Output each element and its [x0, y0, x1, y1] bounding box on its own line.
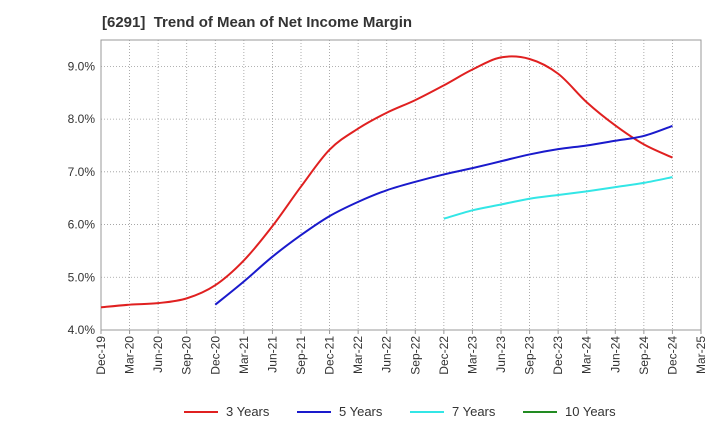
- x-tick-label: Dec-21: [323, 336, 337, 375]
- y-axis-ticks: 4.0% 5.0% 6.0% 7.0% 8.0% 9.0%: [68, 59, 96, 337]
- x-tick-label: Dec-24: [665, 336, 679, 375]
- legend-swatch: [523, 410, 557, 413]
- x-tick-label: Mar-23: [465, 336, 479, 374]
- x-tick-label: Jun-24: [608, 336, 622, 373]
- x-tick-label: Jun-23: [494, 336, 508, 373]
- y-tick-label: 8.0%: [68, 112, 96, 126]
- y-tick-label: 6.0%: [68, 218, 96, 232]
- series-line-7-years: [443, 176, 673, 220]
- x-tick-label: Mar-20: [123, 336, 137, 374]
- legend-label: 3 Years: [226, 404, 270, 419]
- chart-title: [6291] Trend of Mean of Net Income Margi…: [102, 14, 413, 31]
- y-tick-label: 9.0%: [68, 59, 96, 73]
- legend-label: 5 Years: [339, 404, 383, 419]
- legend-label: 10 Years: [565, 404, 616, 419]
- legend-swatch: [410, 410, 444, 413]
- x-tick-label: Sep-24: [637, 336, 651, 375]
- x-tick-label: Jun-20: [151, 336, 165, 373]
- x-tick-label: Sep-21: [294, 336, 308, 375]
- x-tick-label: Mar-24: [580, 336, 594, 374]
- y-tick-label: 4.0%: [68, 323, 96, 337]
- legend-swatch: [297, 410, 331, 413]
- series-line-3-years: [100, 55, 673, 309]
- legend: 3 Years 5 Years 7 Years 10 Years: [0, 404, 720, 426]
- x-tick-label: Mar-25: [694, 336, 708, 374]
- legend-label: 7 Years: [452, 404, 496, 419]
- legend-swatch: [184, 410, 218, 413]
- x-tick-label: Dec-19: [94, 336, 108, 375]
- x-tick-label: Sep-20: [180, 336, 194, 375]
- grid-lines: [101, 40, 701, 330]
- x-tick-label: Dec-23: [551, 336, 565, 375]
- legend-item: 10 Years: [523, 404, 616, 419]
- y-tick-label: 5.0%: [68, 270, 96, 284]
- series-line-5-years: [214, 125, 673, 306]
- legend-item: 5 Years: [297, 404, 382, 419]
- series-lines: [100, 55, 673, 309]
- x-tick-label: Dec-20: [208, 336, 222, 375]
- x-tick-label: Mar-21: [237, 336, 251, 374]
- legend-item: 3 Years: [184, 404, 269, 419]
- legend-item: 7 Years: [410, 404, 495, 419]
- x-tick-label: Sep-23: [523, 336, 537, 375]
- x-tick-label: Sep-22: [408, 336, 422, 375]
- y-tick-label: 7.0%: [68, 165, 96, 179]
- x-tick-label: Jun-21: [265, 336, 279, 373]
- x-axis-ticks: Dec-19 Mar-20 Jun-20 Sep-20 Dec-20 Mar-21 Jun-…: [94, 330, 708, 375]
- x-tick-label: Jun-22: [380, 336, 394, 373]
- x-tick-label: Mar-22: [351, 336, 365, 374]
- x-tick-label: Dec-22: [437, 336, 451, 375]
